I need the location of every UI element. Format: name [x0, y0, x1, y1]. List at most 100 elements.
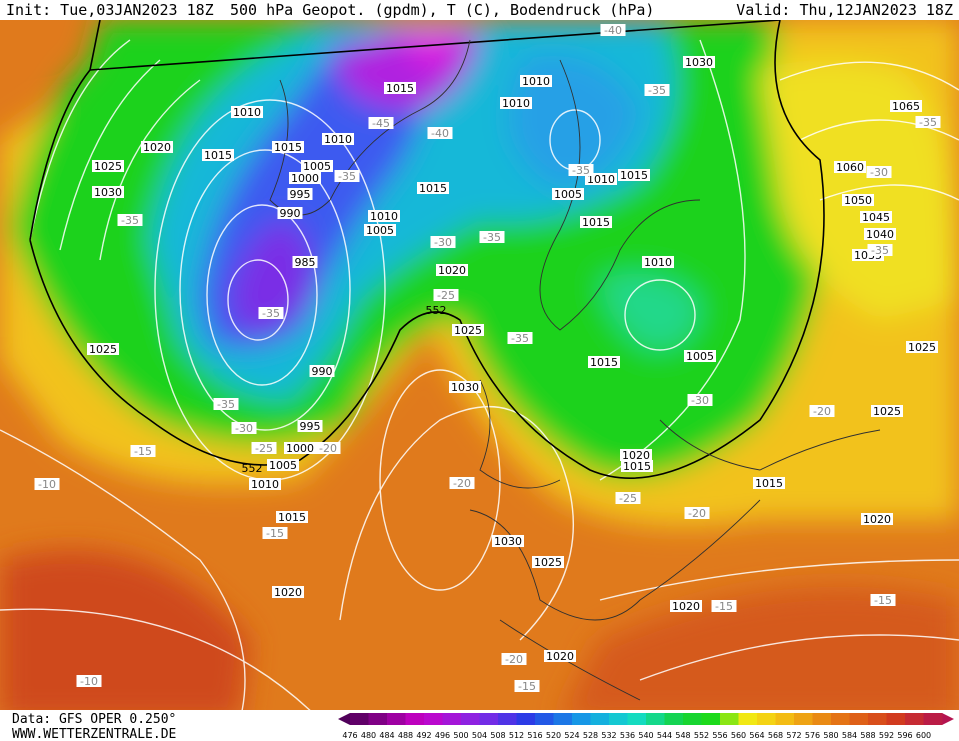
pressure-label-box	[276, 511, 308, 523]
pressure-label-box	[92, 160, 124, 172]
pressure-label: 1020	[274, 586, 302, 599]
pressure-label-box	[544, 650, 576, 662]
pressure-label: 1020	[143, 141, 171, 154]
pressure-label-box	[684, 350, 716, 362]
colorbar-swatch	[794, 713, 813, 725]
data-source: Data: GFS OPER 0.250°	[12, 712, 176, 727]
pressure-label-box	[753, 477, 785, 489]
temperature-label: -35	[338, 170, 356, 183]
pressure-label-box	[92, 186, 124, 198]
pressure-label-box	[532, 556, 564, 568]
colorbar-swatch	[572, 713, 591, 725]
temperature-label-box	[915, 116, 941, 128]
temperature-label: -20	[505, 653, 523, 666]
pressure-label: 1025	[89, 343, 117, 356]
temperature-label-box	[334, 170, 360, 182]
pressure-label-box	[272, 586, 304, 598]
colorbar-arrow-right	[942, 713, 954, 725]
temperature-label: -35	[217, 398, 235, 411]
colorbar-swatch	[849, 713, 869, 725]
temperature-label-box	[262, 527, 288, 539]
pressure-label: 1010	[251, 478, 279, 491]
colorbar-swatch	[701, 713, 721, 725]
pressure-label-box	[670, 600, 702, 612]
colorbar-label: 588	[860, 731, 875, 740]
temperature-label-box	[687, 394, 713, 406]
temperature-label: -15	[715, 600, 733, 613]
pressure-label: 1000	[286, 442, 314, 455]
pressure-label: 1065	[892, 100, 920, 113]
temperature-label-box	[213, 398, 239, 410]
temperature-label: -35	[919, 116, 937, 129]
pressure-label-box	[683, 56, 715, 68]
colorbar-label: 536	[620, 731, 635, 740]
temperature-label-box	[644, 84, 670, 96]
temperature-label: -30	[691, 394, 709, 407]
pressure-label: 1020	[863, 513, 891, 526]
colorbar-label: 500	[453, 731, 468, 740]
temperature-label: -30	[434, 236, 452, 249]
colorbar-swatch	[387, 713, 406, 725]
pressure-label-box	[861, 513, 893, 525]
pressure-label-box	[834, 161, 866, 173]
pressure-label: 1015	[582, 216, 610, 229]
pressure-label-box	[871, 405, 903, 417]
pressure-label-box	[492, 535, 524, 547]
pressure-label: 1015	[204, 149, 232, 162]
colorbar-swatch	[498, 713, 517, 725]
colorbar-swatch	[923, 713, 943, 725]
colorbar-swatch	[553, 713, 573, 725]
temperature-label-box	[449, 477, 475, 489]
temperature-label: -20	[453, 477, 471, 490]
colorbar-label: 540	[638, 731, 653, 740]
pressure-label: 1020	[622, 449, 650, 462]
temperature-label: -35	[121, 214, 139, 227]
pressure-label-box	[417, 182, 449, 194]
pressure-label: 1010	[324, 133, 352, 146]
temperature-label-box	[507, 332, 533, 344]
temperature-label-box	[867, 244, 893, 256]
temperature-label-box	[258, 307, 284, 319]
valid-time: Valid: Thu,12JAN2023 18Z	[736, 1, 953, 19]
temperature-label: -45	[372, 117, 390, 130]
pressure-label: 1025	[873, 405, 901, 418]
colorbar-swatch	[479, 713, 499, 725]
colorbar-swatch	[812, 713, 832, 725]
colorbar: 476 480 484 488 492 496 500 504 508 512 516 520 524 5…	[338, 713, 954, 740]
colorbar-label: 480	[361, 731, 376, 740]
colorbar-swatch	[738, 713, 758, 725]
temperature-label: -35	[648, 84, 666, 97]
pressure-label-box	[864, 228, 896, 240]
colorbar-swatch	[516, 713, 536, 725]
colorbar-label: 544	[657, 731, 672, 740]
colorbar-label: 492	[416, 731, 431, 740]
init-time: Init: Tue,03JAN2023 18Z	[6, 1, 214, 19]
pressure-label: 1015	[590, 356, 618, 369]
map-background	[0, 20, 959, 710]
pressure-label: 1010	[522, 75, 550, 88]
temperature-label-box	[866, 166, 892, 178]
temperature-label: -25	[255, 442, 273, 455]
pressure-label-box	[231, 106, 263, 118]
pressure-label: 1025	[454, 324, 482, 337]
pressure-label: 1015	[419, 182, 447, 195]
pressure-label-box	[842, 194, 874, 206]
pressure-label-box	[452, 324, 484, 336]
pressure-label: 1030	[94, 186, 122, 199]
pressure-label: 1005	[269, 459, 297, 472]
temperature-label: -35	[483, 231, 501, 244]
temperature-label: -20	[813, 405, 831, 418]
pressure-label-box	[580, 216, 612, 228]
pressure-label: 1050	[844, 194, 872, 207]
pressure-label: 1025	[534, 556, 562, 569]
colorbar-swatch	[775, 713, 795, 725]
pressure-label-box	[87, 343, 119, 355]
temperature-label: -15	[266, 527, 284, 540]
colorbar-swatch	[405, 713, 425, 725]
pressure-label: 985	[295, 256, 316, 269]
pressure-label: 1020	[438, 264, 466, 277]
temperature-label-box	[368, 117, 394, 129]
temperature-label-box	[711, 600, 737, 612]
